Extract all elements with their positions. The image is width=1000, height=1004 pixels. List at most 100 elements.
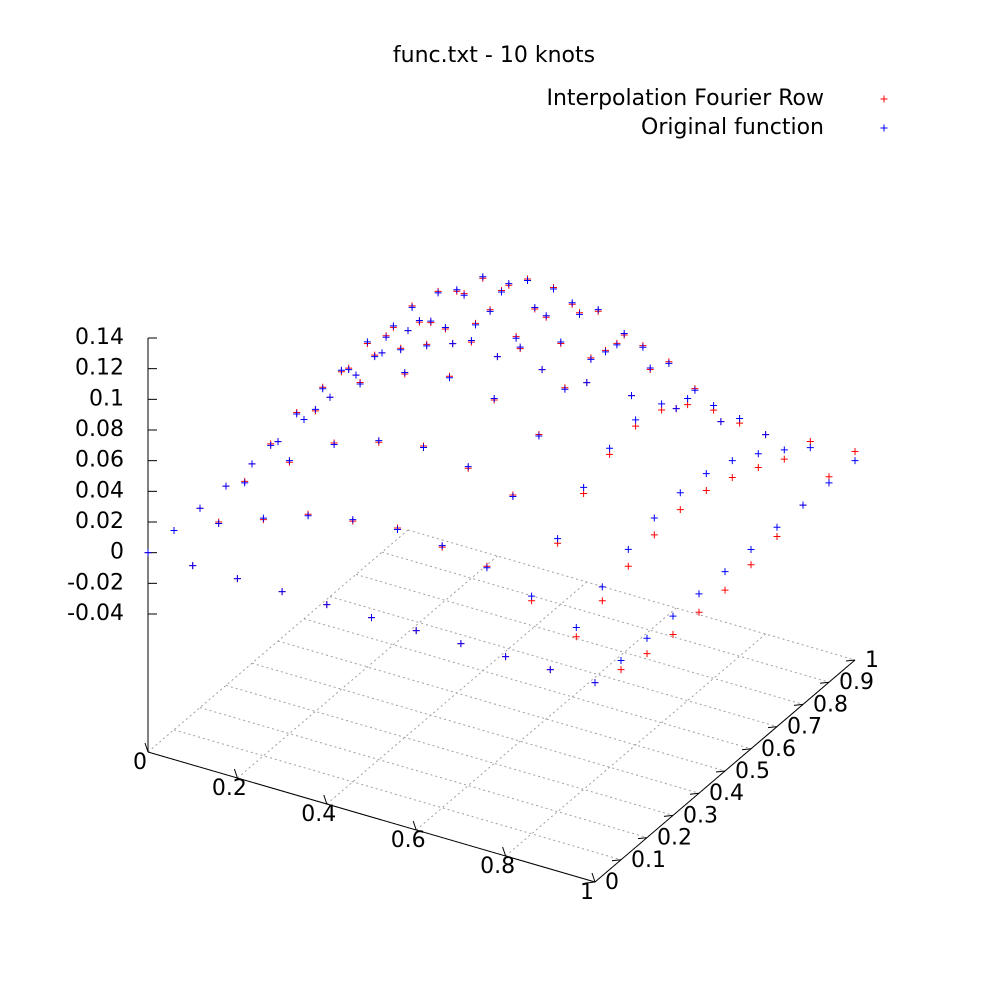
- y-tick-label: 0.2: [657, 826, 692, 851]
- grid-line: [355, 573, 804, 705]
- point: [394, 526, 401, 534]
- point: [349, 516, 357, 524]
- point: [472, 321, 479, 329]
- point: [304, 512, 312, 520]
- point: [397, 346, 405, 354]
- grid-line: [415, 607, 677, 831]
- x-tick-label: 1: [580, 880, 594, 905]
- point: [319, 385, 327, 393]
- point: [851, 457, 859, 465]
- point: [572, 624, 580, 632]
- point: [594, 306, 602, 314]
- point: [423, 342, 431, 350]
- point: [568, 299, 576, 307]
- point: [702, 470, 710, 478]
- y-tick: [793, 703, 804, 706]
- x-tick-label: 0: [133, 750, 147, 775]
- chart-title: func.txt - 10 knots: [393, 43, 595, 68]
- point: [300, 415, 308, 423]
- point: [628, 392, 635, 400]
- z-tick-label: 0.12: [75, 356, 124, 381]
- point: [617, 666, 625, 674]
- point: [412, 627, 420, 635]
- point: [483, 564, 491, 572]
- point: [799, 501, 807, 509]
- point: [509, 493, 517, 501]
- point: [248, 460, 256, 468]
- point: [505, 280, 513, 288]
- z-tick-label: 0.02: [75, 509, 124, 534]
- point: [754, 464, 762, 472]
- point: [728, 473, 736, 481]
- y-tick-label: 0.7: [787, 715, 822, 740]
- x-tick: [144, 742, 149, 753]
- point: [736, 415, 744, 423]
- point: [259, 514, 267, 522]
- z-tick-label: 0: [110, 540, 124, 565]
- grid-line: [225, 684, 674, 816]
- grid-line: [277, 640, 726, 772]
- point: [449, 340, 457, 348]
- point: [460, 291, 468, 299]
- point: [196, 504, 204, 512]
- point: [170, 526, 178, 534]
- point: [672, 405, 680, 413]
- point: [415, 317, 423, 325]
- point: [632, 422, 640, 430]
- point: [493, 353, 501, 361]
- point: [311, 405, 319, 413]
- point: [702, 486, 710, 494]
- point: [598, 597, 606, 605]
- point: [512, 334, 520, 342]
- point: [825, 479, 833, 487]
- point: [467, 337, 475, 345]
- grid-line: [381, 551, 830, 683]
- point: [479, 273, 487, 281]
- point: [427, 317, 435, 325]
- point: [747, 561, 755, 569]
- y-tick: [767, 726, 778, 729]
- grid-line: [237, 555, 498, 779]
- point: [486, 307, 494, 315]
- point: [404, 327, 412, 335]
- z-tick-label: -0.04: [67, 601, 124, 626]
- y-tick-label: 0.9: [839, 670, 874, 695]
- grid-line: [251, 662, 700, 794]
- x-tick-label: 0.4: [301, 802, 336, 827]
- point: [754, 450, 762, 458]
- z-tick-label: 0.1: [89, 386, 124, 411]
- x-tick-label: 0.6: [391, 828, 426, 853]
- x-tick: [502, 846, 507, 857]
- point: [587, 355, 595, 363]
- point: [620, 329, 628, 337]
- point: [691, 386, 699, 394]
- x-tick: [412, 820, 417, 831]
- y-tick: [585, 881, 596, 884]
- legend-marker: [880, 124, 888, 132]
- y-tick: [715, 770, 726, 773]
- point: [498, 288, 505, 296]
- point: [457, 640, 465, 648]
- y-tick: [741, 748, 752, 751]
- point: [676, 489, 684, 497]
- point: [646, 364, 654, 372]
- point: [323, 601, 331, 609]
- point: [542, 312, 550, 320]
- point: [580, 489, 588, 497]
- x-tick-label: 0.8: [480, 854, 515, 879]
- point: [561, 385, 569, 393]
- point: [773, 523, 781, 531]
- point: [528, 592, 536, 600]
- point: [598, 583, 606, 591]
- point: [441, 323, 449, 331]
- y-tick-label: 0.5: [735, 759, 770, 784]
- point: [780, 446, 788, 454]
- z-tick-label: 0.08: [75, 417, 124, 442]
- point: [617, 656, 625, 664]
- point: [695, 590, 703, 598]
- y-tick-label: 0.1: [631, 848, 666, 873]
- point: [189, 562, 197, 570]
- y-tick: [819, 681, 830, 684]
- legend-label: Original function: [641, 115, 824, 140]
- point: [710, 401, 718, 409]
